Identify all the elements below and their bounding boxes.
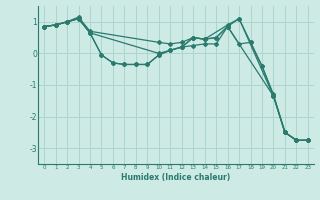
X-axis label: Humidex (Indice chaleur): Humidex (Indice chaleur) [121,173,231,182]
